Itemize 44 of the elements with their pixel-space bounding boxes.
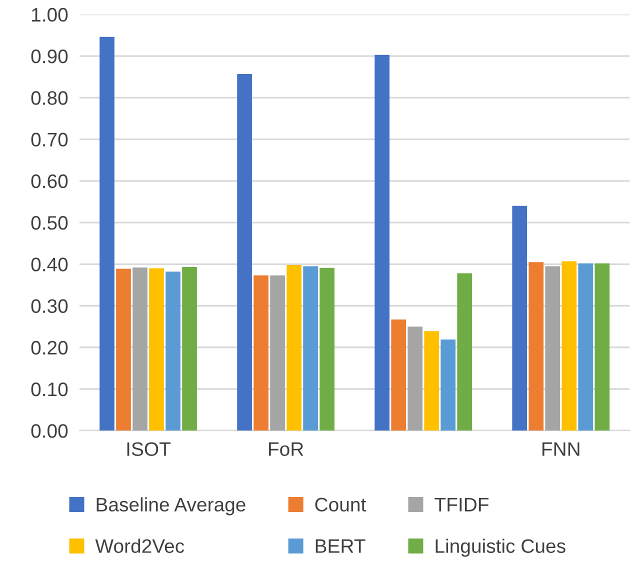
x-tick-label: ISOT	[127, 442, 171, 456]
bar	[149, 268, 164, 431]
legend-label: TFIDF	[434, 498, 489, 512]
legend-label: Linguistic Cues	[436, 538, 566, 557]
y-tick-label: 0.50	[31, 216, 68, 230]
bar	[594, 263, 610, 431]
bar	[424, 331, 440, 431]
x-tick-label: FoR	[269, 442, 304, 456]
bar	[100, 36, 114, 431]
bar	[270, 275, 285, 431]
legend-label: Count	[315, 498, 366, 512]
bar	[303, 266, 318, 431]
y-tick-label: 0.00	[31, 424, 68, 438]
bar	[545, 266, 560, 431]
bar	[408, 326, 423, 431]
bar	[166, 272, 180, 431]
y-tick-label: 0.70	[31, 132, 68, 147]
bar	[457, 273, 472, 431]
bar	[391, 319, 406, 431]
bar	[320, 268, 334, 431]
y-tick-label: 0.20	[31, 340, 68, 355]
legend-label: Baseline Average	[96, 497, 246, 516]
x-tick-label: FNN	[542, 442, 580, 456]
bar	[116, 268, 131, 431]
y-tick-label: 1.00	[32, 8, 68, 22]
bar	[440, 339, 456, 431]
bar	[182, 267, 197, 431]
bar	[254, 275, 268, 431]
bar	[528, 262, 544, 431]
y-tick-label: 0.30	[31, 299, 68, 313]
bar	[286, 264, 302, 431]
y-tick-label: 0.90	[31, 50, 68, 64]
y-tick-label: 0.80	[31, 91, 68, 105]
legend-label: BERT	[316, 539, 366, 553]
y-tick-label: 0.40	[31, 258, 68, 272]
y-tick-label: 0.60	[31, 174, 68, 188]
bar	[132, 267, 148, 431]
bar	[578, 263, 594, 431]
y-tick-label: 0.10	[31, 382, 68, 396]
legend-label: Word2Vec	[95, 538, 184, 553]
bar	[512, 206, 528, 431]
bar	[374, 54, 390, 431]
bar	[562, 261, 577, 431]
bar	[237, 74, 252, 431]
